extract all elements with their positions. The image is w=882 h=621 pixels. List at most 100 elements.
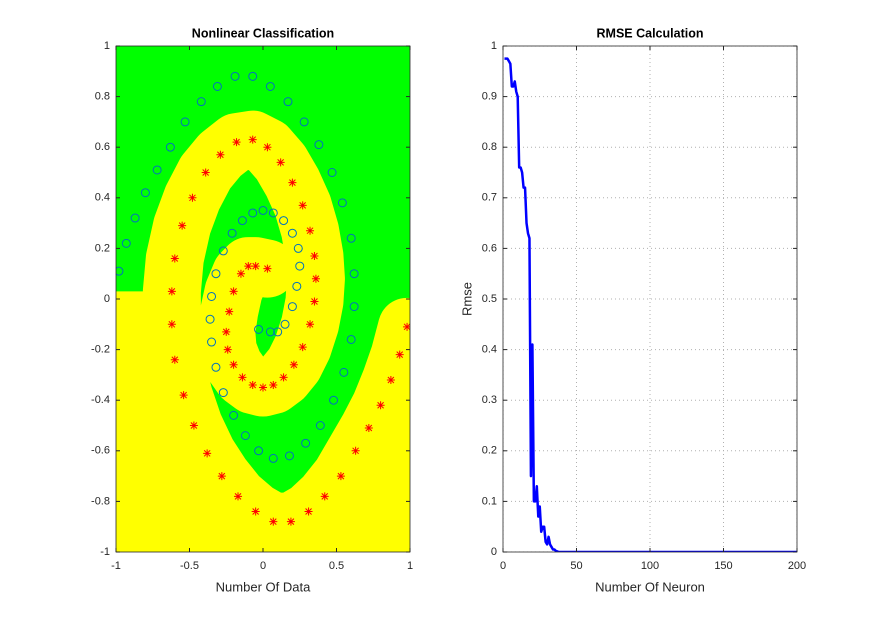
y-tick-label: 1 bbox=[491, 40, 497, 52]
x-tick-label: 0 bbox=[260, 560, 266, 572]
x-tick-label: 100 bbox=[641, 560, 659, 572]
data-point bbox=[346, 334, 356, 344]
data-point bbox=[310, 297, 319, 306]
y-tick-label: -0.4 bbox=[91, 394, 110, 406]
y-tick-label: 0.8 bbox=[482, 141, 497, 153]
y-axis-label: Rmse bbox=[459, 282, 474, 316]
data-point bbox=[217, 472, 226, 481]
y-tick-label: 0 bbox=[104, 293, 110, 305]
data-point bbox=[327, 168, 337, 177]
data-point bbox=[248, 71, 258, 81]
data-point bbox=[254, 446, 264, 456]
data-point bbox=[251, 262, 260, 271]
data-point bbox=[376, 401, 385, 410]
data-point bbox=[140, 188, 150, 198]
chart-title: RMSE Calculation bbox=[597, 26, 704, 40]
data-point bbox=[288, 178, 297, 187]
data-point bbox=[298, 201, 307, 210]
x-tick-label: 150 bbox=[714, 560, 732, 572]
data-point bbox=[279, 373, 288, 382]
data-point bbox=[310, 251, 319, 260]
data-point bbox=[265, 327, 275, 337]
data-point bbox=[211, 269, 221, 279]
data-point bbox=[258, 205, 268, 215]
y-tick-label: 0.2 bbox=[95, 242, 110, 254]
data-point bbox=[287, 228, 297, 238]
x-tick-label: 200 bbox=[788, 560, 806, 572]
data-point bbox=[251, 507, 260, 516]
data-point bbox=[225, 307, 234, 316]
data-point bbox=[284, 451, 294, 461]
data-point bbox=[170, 254, 179, 263]
y-tick-label: 0.7 bbox=[482, 192, 497, 204]
data-point bbox=[196, 97, 206, 107]
data-point bbox=[238, 373, 247, 382]
y-tick-label: 0.4 bbox=[482, 344, 497, 356]
y-tick-label: 0.5 bbox=[482, 293, 497, 305]
plot-area bbox=[116, 46, 410, 552]
y-tick-label: 0.6 bbox=[482, 242, 497, 254]
data-point bbox=[248, 208, 258, 218]
data-point bbox=[295, 261, 305, 271]
y-tick-label: 0.1 bbox=[482, 495, 497, 507]
data-point bbox=[337, 198, 347, 208]
data-point bbox=[403, 322, 410, 331]
data-point bbox=[130, 213, 140, 223]
data-point bbox=[212, 81, 222, 91]
data-point bbox=[268, 208, 278, 218]
data-point bbox=[218, 246, 228, 256]
x-axis-label: Number Of Neuron bbox=[595, 579, 705, 594]
decision-region bbox=[116, 291, 410, 552]
data-point bbox=[207, 291, 217, 301]
data-point bbox=[329, 395, 339, 405]
x-tick-label: 50 bbox=[570, 560, 582, 572]
data-point bbox=[279, 216, 289, 226]
data-point bbox=[314, 140, 324, 150]
data-point bbox=[306, 320, 315, 329]
y-tick-label: 0.4 bbox=[95, 192, 110, 204]
data-point bbox=[229, 410, 239, 420]
data-point bbox=[152, 165, 162, 175]
data-point bbox=[289, 360, 298, 369]
axes-box bbox=[502, 45, 798, 553]
data-point bbox=[229, 287, 238, 296]
x-axis-label: Number Of Data bbox=[216, 579, 311, 594]
y-tick-label: -0.6 bbox=[91, 445, 110, 457]
data-point bbox=[203, 449, 212, 458]
y-tick-label: 0 bbox=[491, 546, 497, 558]
data-point bbox=[218, 388, 228, 398]
data-point bbox=[349, 302, 359, 312]
chart-title: Nonlinear Classification bbox=[192, 26, 334, 40]
data-line bbox=[504, 57, 797, 552]
data-point bbox=[178, 221, 187, 230]
data-point bbox=[364, 424, 373, 433]
data-point bbox=[180, 117, 190, 127]
data-point bbox=[269, 517, 278, 526]
data-point bbox=[320, 492, 329, 501]
data-point bbox=[336, 472, 345, 481]
data-point bbox=[395, 350, 404, 359]
data-point bbox=[349, 269, 359, 279]
data-point bbox=[301, 438, 311, 448]
data-point bbox=[236, 269, 245, 278]
data-point bbox=[205, 314, 215, 324]
data-point bbox=[254, 324, 264, 334]
data-point bbox=[286, 517, 295, 526]
data-point bbox=[121, 238, 131, 248]
data-point bbox=[207, 337, 217, 347]
data-point bbox=[211, 362, 221, 372]
data-point bbox=[304, 507, 313, 516]
y-tick-label: 0.6 bbox=[95, 141, 110, 153]
data-point bbox=[263, 264, 272, 273]
data-point bbox=[263, 143, 272, 152]
data-point bbox=[311, 274, 320, 283]
data-point bbox=[216, 150, 225, 159]
data-point bbox=[116, 266, 124, 276]
y-tick-label: -1 bbox=[100, 546, 110, 558]
data-point bbox=[227, 228, 237, 238]
data-point bbox=[287, 302, 297, 312]
data-point bbox=[306, 226, 315, 235]
data-point bbox=[265, 81, 275, 91]
